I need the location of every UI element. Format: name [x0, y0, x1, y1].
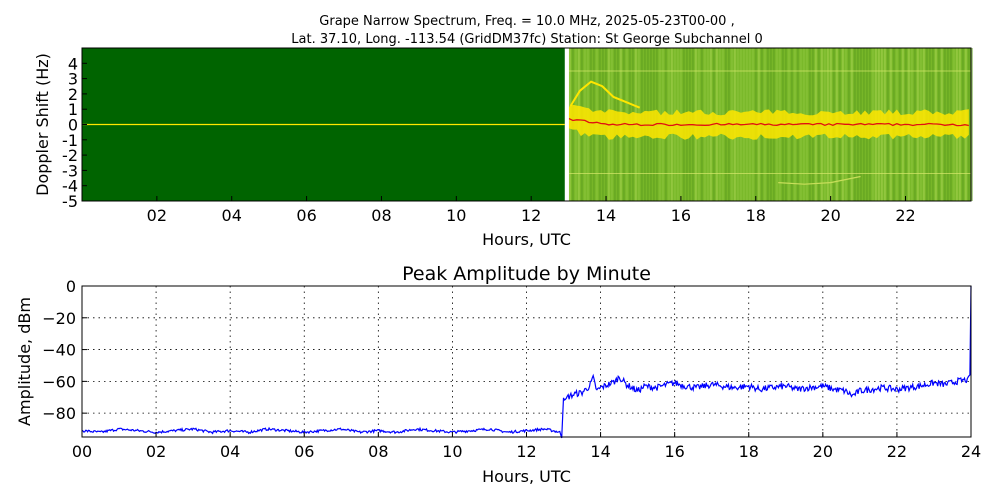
y-tick-label: -4: [62, 177, 78, 196]
carrier-band: [568, 104, 969, 140]
doppler-peak-trace: [568, 118, 969, 127]
x-tick-label: 04: [222, 206, 242, 225]
y-tick-label: -1: [62, 131, 78, 150]
y-tick-label: -2: [62, 146, 78, 165]
y-tick-label: −40: [42, 341, 76, 360]
x-tick-label: 10: [446, 206, 466, 225]
x-axis-label: Hours, UTC: [482, 467, 571, 486]
x-tick-label: 00: [72, 442, 92, 461]
spectrogram-panel: 02 04 06 08 10 12 14 16 18 20 2243210-1-2-3-4-5Hou…: [33, 47, 973, 249]
x-tick-label: 18: [739, 442, 759, 461]
y-tick-label: 1: [68, 100, 78, 119]
x-tick-label: 14: [590, 442, 610, 461]
x-tick-label: 10: [442, 442, 462, 461]
x-tick-label: 24: [961, 442, 981, 461]
x-tick-label: 02: [147, 206, 167, 225]
low-trace: [778, 175, 861, 185]
y-tick-label: 3: [68, 70, 78, 89]
amplitude-panel: 00 02 04 06 08 10 12 14 16 18 20 22 24 0 −20 −40 −60 −80 P…: [15, 263, 981, 486]
wander-trace: [569, 80, 641, 109]
figure-title-line-1: Grape Narrow Spectrum, Freq. = 10.0 MHz,…: [319, 14, 734, 29]
y-axis-label: Amplitude, dBm: [15, 297, 34, 426]
x-tick-label: 02: [146, 442, 166, 461]
x-tick-label: 22: [895, 206, 915, 225]
y-tick-label: 4: [68, 54, 78, 73]
amplitude-line: [81, 285, 972, 439]
x-tick-label: 08: [368, 442, 388, 461]
x-tick-label: 12: [521, 206, 541, 225]
y-tick-label: −80: [42, 404, 76, 423]
x-tick-label: 08: [371, 206, 391, 225]
y-axis-label: Doppler Shift (Hz): [33, 53, 52, 196]
y-tick-label: −20: [42, 309, 76, 328]
x-tick-label: 06: [296, 206, 316, 225]
x-tick-label: 04: [220, 442, 240, 461]
spectrogram-column: [970, 48, 973, 201]
y-tick-label: -5: [62, 192, 78, 211]
y-tick-label: 0: [68, 116, 78, 135]
x-tick-label: 06: [294, 442, 314, 461]
y-tick-label: -3: [62, 161, 78, 180]
x-tick-label: 12: [516, 442, 536, 461]
amplitude-title: Peak Amplitude by Minute: [402, 263, 651, 285]
y-tick-label: −60: [42, 372, 76, 391]
x-tick-label: 18: [746, 206, 766, 225]
figure-title-line-2: Lat. 37.10, Long. -113.54 (GridDM37fc) S…: [291, 32, 762, 47]
y-tick-label: 2: [68, 85, 78, 104]
x-tick-label: 16: [664, 442, 684, 461]
x-tick-label: 20: [813, 442, 833, 461]
x-tick-label: 20: [820, 206, 840, 225]
x-axis-label: Hours, UTC: [482, 230, 571, 249]
y-tick-label: 0: [66, 277, 76, 296]
x-tick-label: 22: [887, 442, 907, 461]
x-tick-label: 14: [596, 206, 616, 225]
x-tick-label: 16: [671, 206, 691, 225]
data-gap: [564, 48, 569, 201]
